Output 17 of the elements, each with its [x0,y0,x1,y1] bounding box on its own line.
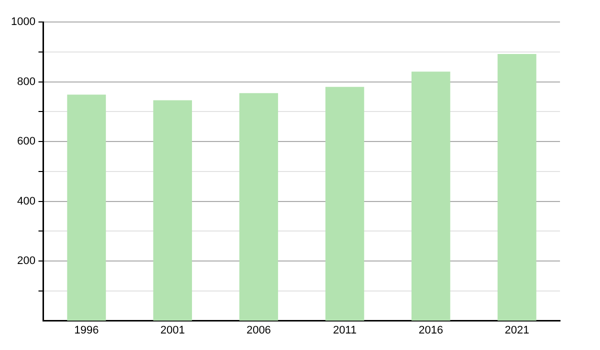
x-tick-label: 2001 [160,324,185,336]
x-tick-label: 2016 [418,324,444,336]
y-tick-label: 800 [17,76,36,88]
bar [325,86,364,321]
bar [67,94,106,321]
y-tick-label: 1000 [10,16,36,28]
x-tick-label: 2011 [332,324,357,336]
bar [153,100,192,321]
y-tick-label: 400 [17,195,36,208]
bar [498,54,536,321]
y-tick-label: 600 [17,136,36,148]
x-tick-label: 2021 [504,324,530,336]
y-tick-label: 200 [17,255,36,268]
x-tick-label: 2006 [246,324,271,336]
x-tick-label: 1996 [74,324,99,336]
bar [412,72,450,321]
bar [239,93,278,321]
